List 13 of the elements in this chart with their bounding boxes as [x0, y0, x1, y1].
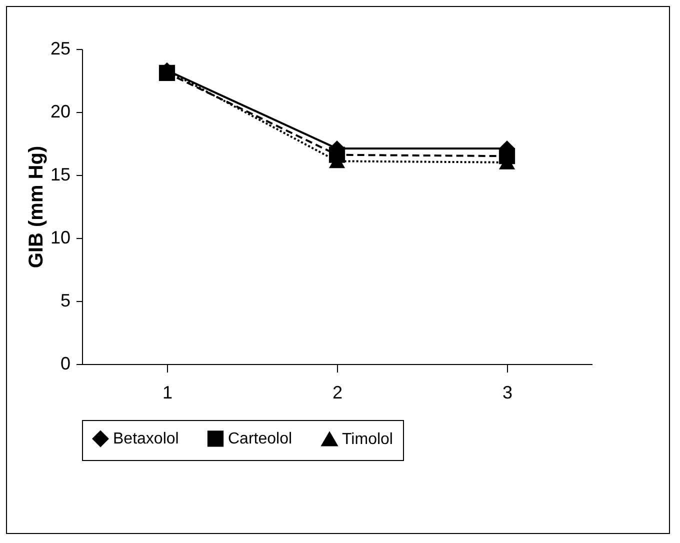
y-tick-label: 10 [50, 228, 70, 248]
x-tick-label: 1 [162, 382, 173, 402]
x-tick-label: 2 [332, 382, 343, 402]
y-tick-label: 25 [50, 38, 70, 58]
y-tick-label: 15 [50, 164, 70, 184]
y-tick-label: 5 [60, 290, 70, 310]
y-axis-title: GIB (mm Hg) [25, 146, 48, 268]
y-tick-label: 20 [50, 102, 70, 122]
legend-label: Betaxolol [113, 430, 179, 448]
legend-label: Carteolol [228, 430, 292, 448]
y-tick-label: 0 [60, 354, 70, 374]
legend-label: Timolol [342, 431, 393, 448]
x-tick-label: 3 [502, 382, 513, 402]
